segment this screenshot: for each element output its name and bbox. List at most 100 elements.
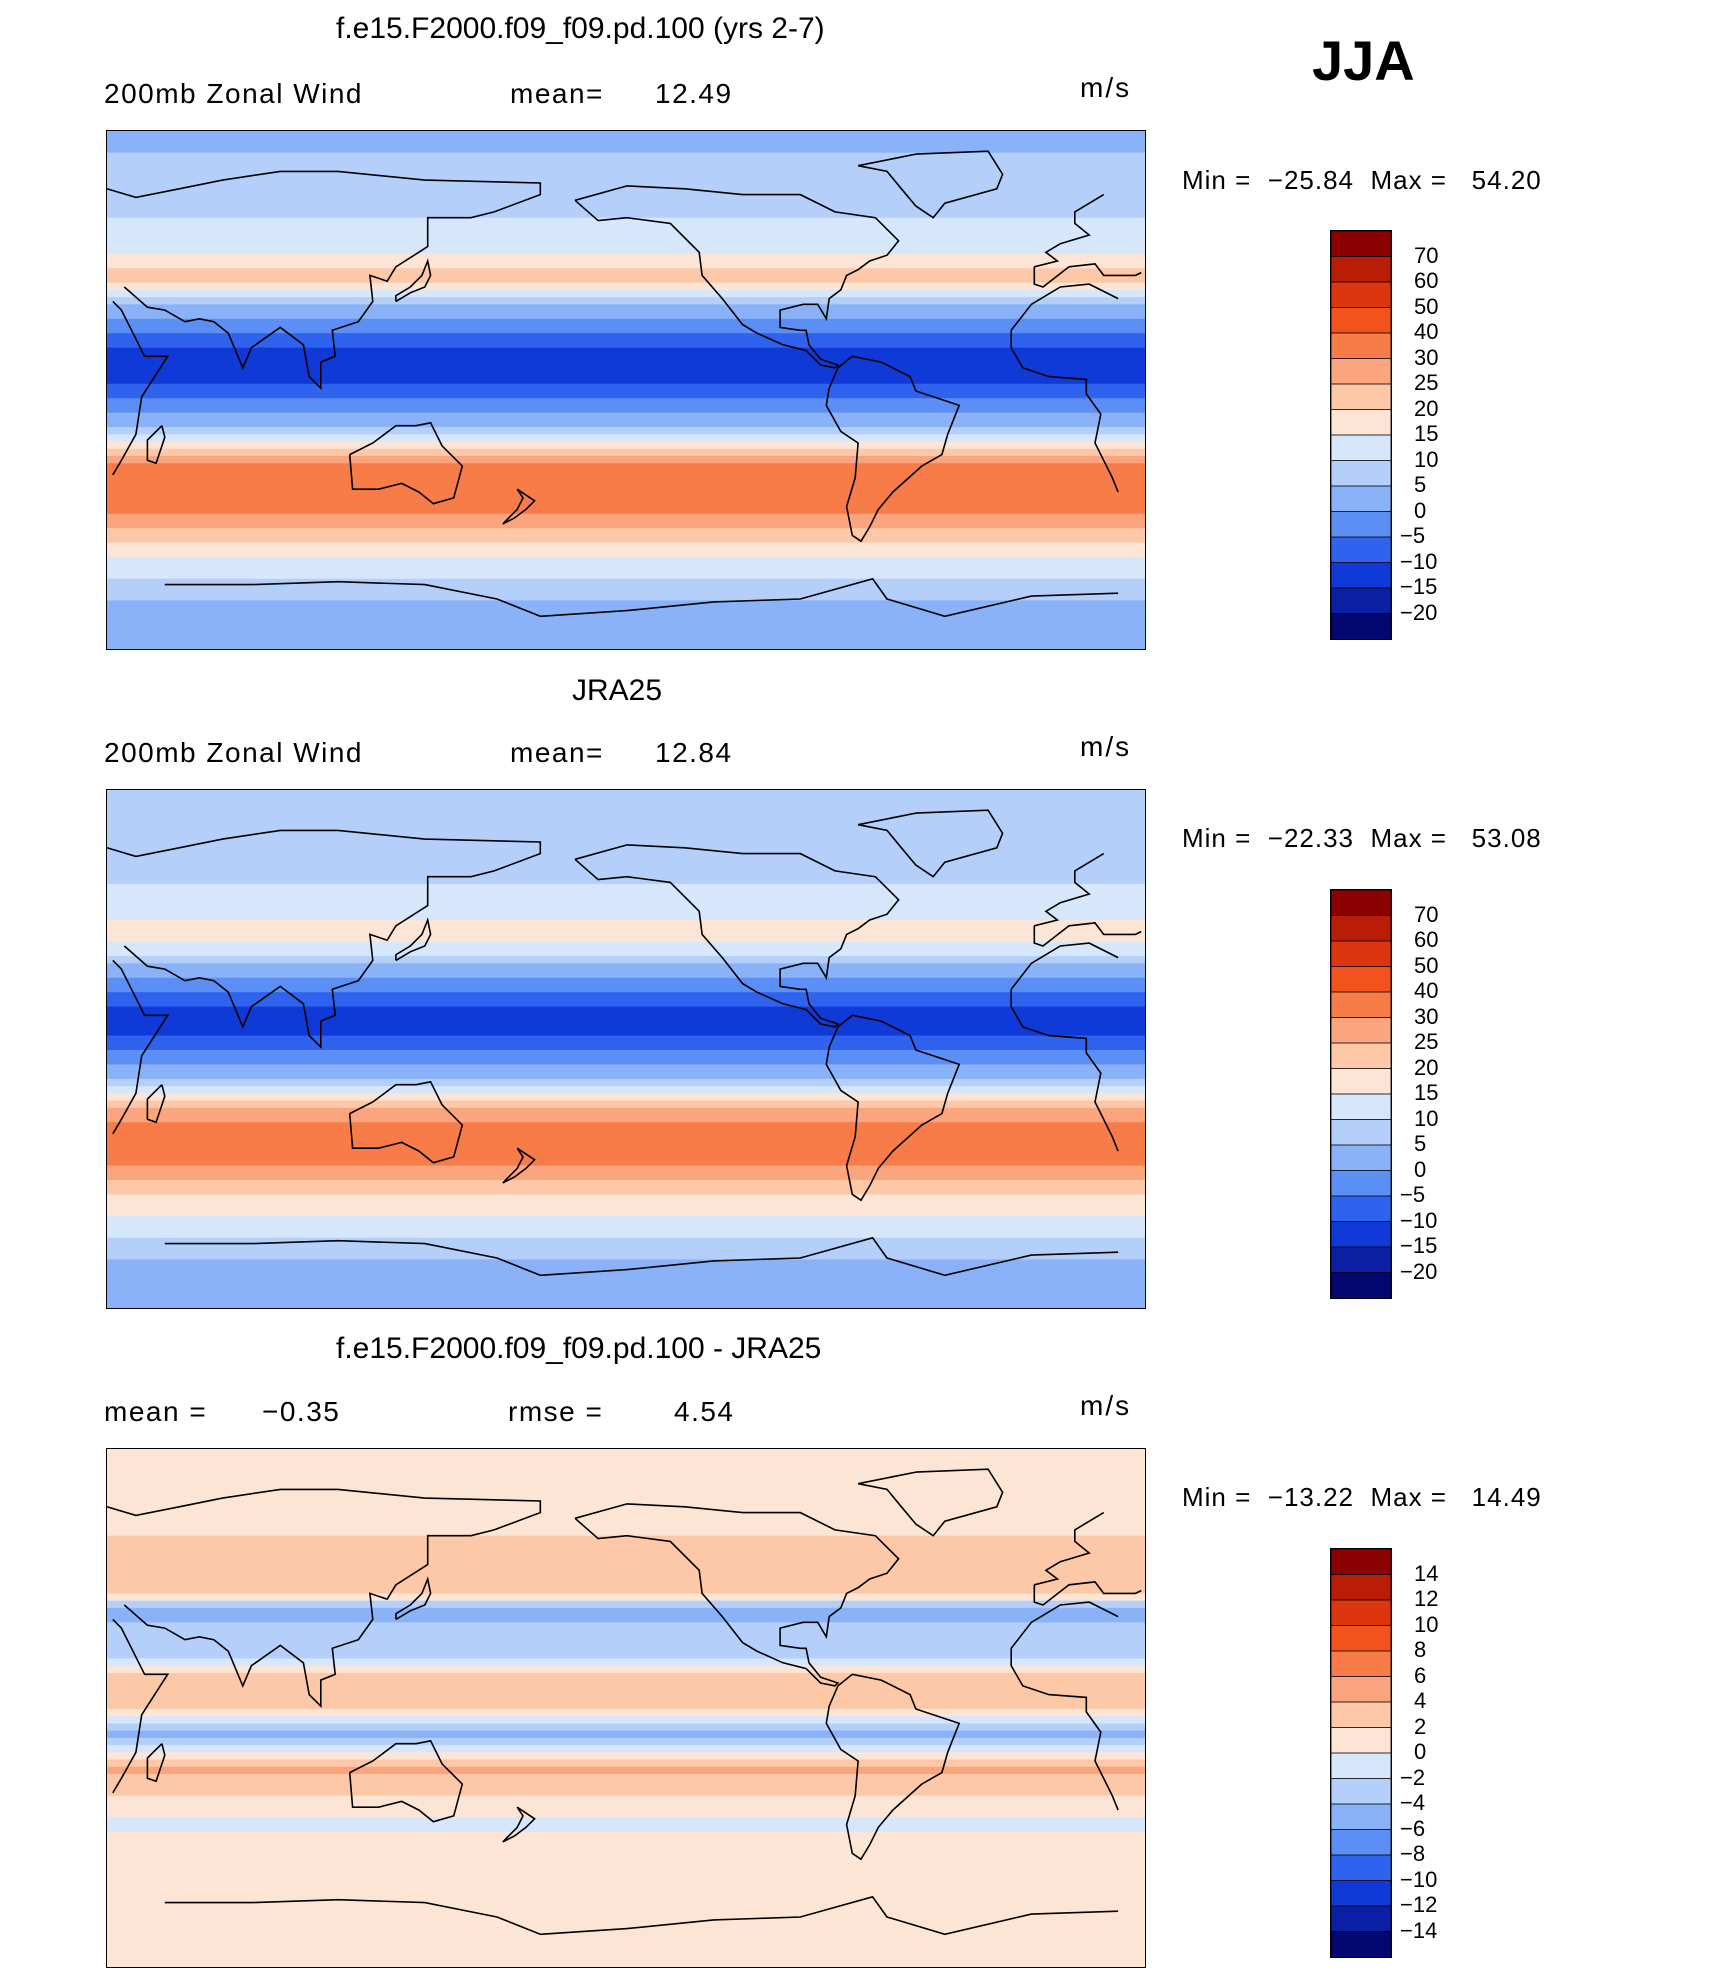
heat-band	[107, 1571, 1145, 1580]
colorbar-swatch	[1331, 1195, 1391, 1223]
heat-band	[107, 492, 1145, 500]
heat-band	[107, 992, 1145, 1000]
madagascar-coast	[146, 1084, 166, 1124]
max-label-model: Max =	[1370, 165, 1456, 195]
heat-band	[107, 1288, 1145, 1297]
heat-band	[107, 1904, 1145, 1912]
heat-band	[107, 1064, 1145, 1073]
colorbar-tick-label: −15	[1400, 574, 1438, 599]
heat-band	[107, 1810, 1145, 1818]
heat-band	[107, 847, 1145, 856]
heat-band	[107, 549, 1145, 558]
africa-coast	[112, 283, 1119, 493]
panel-mean-label-model: mean=	[510, 78, 604, 109]
heat-band	[107, 1028, 1145, 1037]
heat-band	[107, 217, 1145, 226]
colorbar-swatch	[1331, 966, 1391, 993]
heat-band	[107, 1542, 1145, 1551]
colorbar-swatch	[1331, 1727, 1391, 1754]
heat-band	[107, 1607, 1145, 1616]
colorbar-tick-label: −5	[1400, 1182, 1426, 1207]
colorbar-tick-label: −4	[1400, 1790, 1426, 1815]
colorbar-swatch	[1331, 358, 1391, 385]
heat-band	[107, 1586, 1145, 1594]
colorbar-swatch	[1331, 1221, 1391, 1248]
heat-band	[107, 1259, 1145, 1268]
heat-band	[107, 790, 1145, 798]
south-america-coast	[825, 1014, 961, 1202]
heat-band	[107, 1006, 1145, 1015]
heat-band	[107, 506, 1145, 515]
heat-band	[107, 1021, 1145, 1029]
heat-band	[107, 470, 1145, 479]
heat-band	[107, 1759, 1145, 1768]
heat-band	[107, 1521, 1145, 1529]
heat-band	[107, 427, 1145, 435]
heat-band	[107, 1579, 1145, 1587]
colorbar-tick-label: 50	[1414, 293, 1439, 319]
minmax-diff: Min = −13.22 Max = 14.49	[1182, 1482, 1542, 1513]
heat-band	[107, 1194, 1145, 1203]
heat-band	[107, 1658, 1145, 1667]
colorbar-swatch	[1331, 562, 1391, 589]
heat-band	[107, 1600, 1145, 1609]
minmax-model: Min = −25.84 Max = 54.20	[1182, 165, 1542, 196]
heat-band	[107, 239, 1145, 248]
colorbar-swatch	[1331, 1650, 1391, 1678]
colorbar-swatch	[1331, 409, 1391, 436]
south-america-coast	[825, 355, 961, 543]
heat-band	[107, 1954, 1145, 1963]
heat-band	[107, 419, 1145, 428]
panel-mean-label-diff: mean =	[104, 1396, 217, 1427]
heat-band	[107, 441, 1145, 450]
map-model	[106, 130, 1146, 650]
colorbar-tick-label: −12	[1400, 1892, 1438, 1917]
heat-band	[107, 448, 1145, 457]
colorbar-model	[1330, 230, 1392, 640]
minmax-obs: Min = −22.33 Max = 53.08	[1182, 823, 1542, 854]
heat-band	[107, 1492, 1145, 1501]
colorbar-tick-label: 0	[1414, 1156, 1427, 1182]
heat-band	[107, 1550, 1145, 1558]
colorbar-swatch	[1331, 1778, 1391, 1805]
heat-band	[107, 948, 1145, 957]
panel-rmse-label-diff: rmse =	[508, 1396, 613, 1427]
heat-band	[107, 941, 1145, 950]
colorbar-swatch	[1331, 485, 1391, 513]
colorbar-swatch	[1331, 1752, 1391, 1780]
heat-band	[107, 564, 1145, 573]
heat-band	[107, 1093, 1145, 1102]
colorbar-swatch	[1331, 1931, 1391, 1957]
north-america-coast	[574, 185, 900, 369]
heat-band	[107, 1477, 1145, 1486]
heat-band	[107, 1180, 1145, 1188]
heat-band	[107, 1100, 1145, 1109]
heat-band	[107, 1172, 1145, 1181]
heat-band	[107, 1158, 1145, 1167]
heat-band	[107, 1107, 1145, 1116]
colorbar-tick-label: 15	[1414, 1080, 1439, 1105]
colorbar-tick-label: 5	[1414, 472, 1427, 497]
greenland-coast	[857, 1468, 1004, 1537]
heat-band	[107, 405, 1145, 414]
heat-band	[107, 876, 1145, 885]
heat-band	[107, 1824, 1145, 1833]
colorbar-tick-label: 8	[1414, 1637, 1427, 1662]
colorbar-swatch	[1331, 1574, 1391, 1601]
colorbar-swatch	[1331, 256, 1391, 283]
colorbar-tick-label: 4	[1414, 1688, 1427, 1713]
heat-band	[107, 883, 1145, 892]
heat-band	[107, 1665, 1145, 1674]
heat-band	[107, 1961, 1145, 1967]
colorbar-swatch	[1331, 332, 1391, 360]
heat-band	[107, 1151, 1145, 1159]
panel-title-diff: f.e15.F2000.f09_f09.pd.100 - JRA25	[336, 1332, 822, 1365]
heat-band	[107, 1252, 1145, 1260]
colorbar-diff-svg	[1331, 1549, 1391, 1957]
heat-band	[107, 643, 1145, 649]
heat-band	[107, 1911, 1145, 1919]
colorbar-swatch	[1331, 890, 1391, 917]
heat-band	[107, 484, 1145, 493]
heat-band	[107, 318, 1145, 327]
heat-band	[107, 333, 1145, 341]
